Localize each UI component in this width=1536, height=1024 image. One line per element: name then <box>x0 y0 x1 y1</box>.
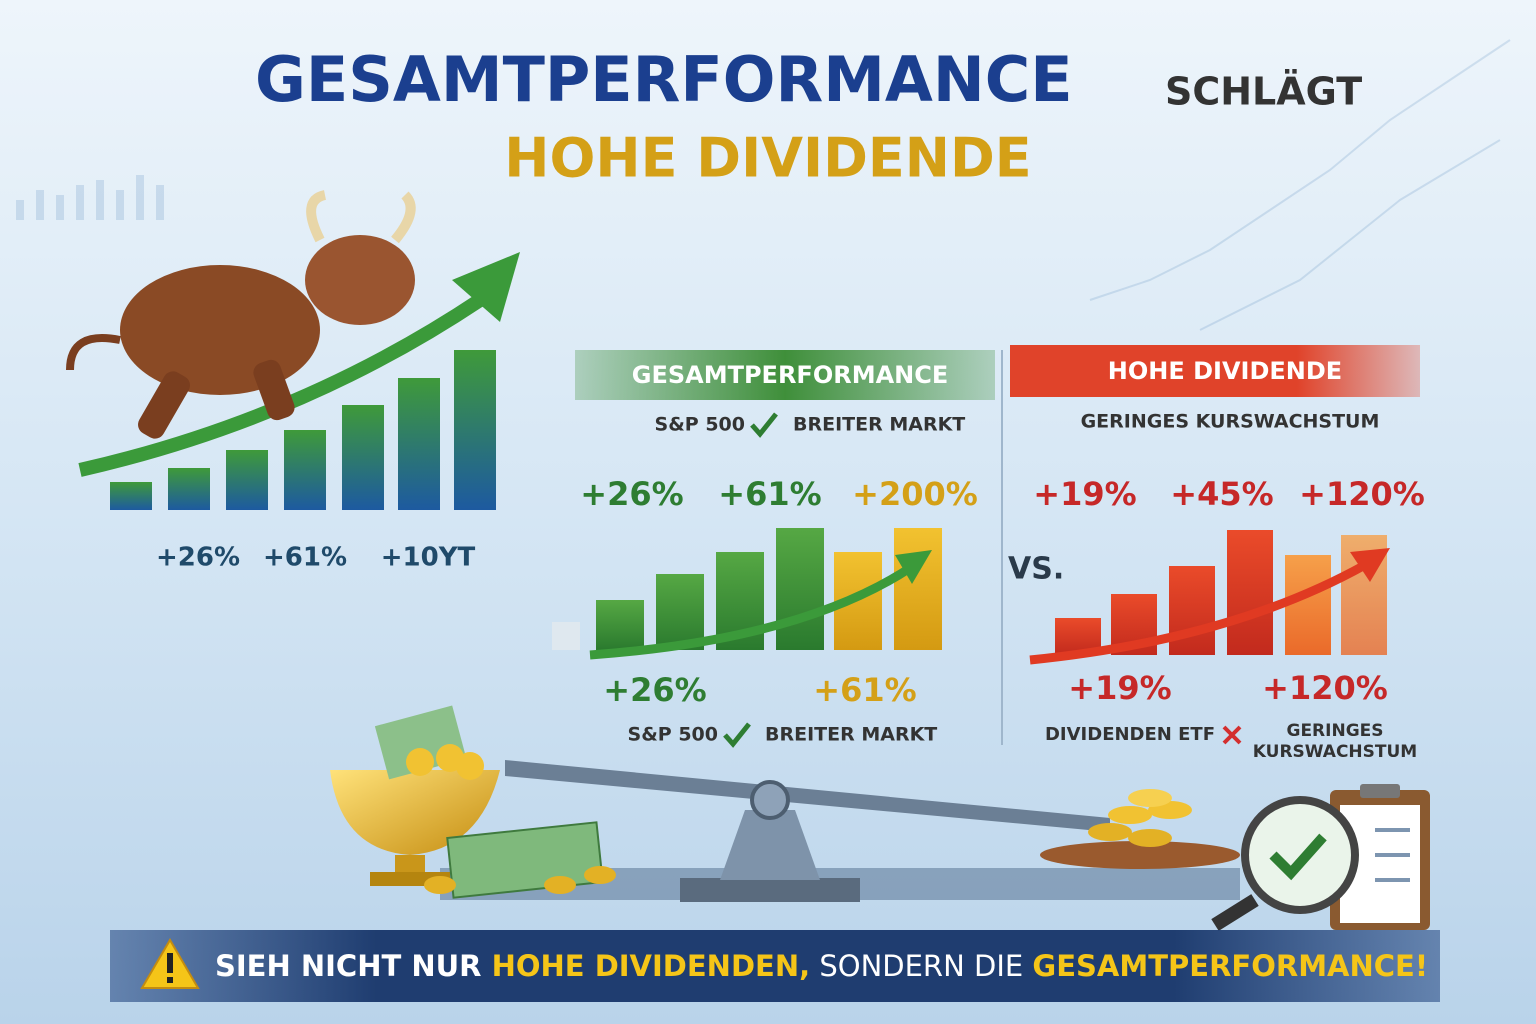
footer-banner <box>110 930 1440 1002</box>
x-icon <box>1222 725 1242 745</box>
warning-icon-mark <box>167 977 173 983</box>
coin-stack <box>1040 789 1240 869</box>
left-label: +26% <box>156 543 240 573</box>
panel-bars <box>552 528 942 650</box>
panel-caption: DIVIDENDEN ETF <box>1045 724 1215 745</box>
background-candles <box>16 39 1511 331</box>
versus: VS. <box>1008 552 1064 587</box>
panel-sub: GERINGES KURSWACHSTUM <box>1081 411 1380 433</box>
warning-icon-mark <box>167 953 173 973</box>
panel-value: +26% <box>580 475 683 513</box>
panel-arrow-head <box>895 550 932 584</box>
panel-value: +61% <box>813 671 916 709</box>
panel-value: +120% <box>1299 475 1425 513</box>
money-pile <box>424 821 616 899</box>
panel-caption: KURSWACHSTUM <box>1253 742 1417 762</box>
scale-base <box>680 878 860 902</box>
scale-pivot <box>750 780 790 820</box>
scale-stand <box>720 810 820 880</box>
bull <box>66 190 416 439</box>
left-label: +10YT <box>381 543 476 573</box>
magnifier <box>1211 796 1359 931</box>
panel-heading-bg <box>575 350 995 400</box>
growth-arrow-head <box>452 252 520 322</box>
panel-value: +120% <box>1262 669 1388 707</box>
title: GESAMTPERFORMANCE <box>255 43 1073 116</box>
footer-part: GESAMTPERFORMANCE! <box>1032 949 1428 983</box>
panel-arrow-head <box>1350 548 1390 582</box>
panel-value: +19% <box>1068 669 1171 707</box>
panel-caption: S&P 500 <box>628 724 718 746</box>
panel-value: +200% <box>852 475 978 513</box>
check-icon <box>723 722 751 748</box>
panel-value: +26% <box>603 671 706 709</box>
clipboard <box>1330 784 1430 930</box>
panel-sub: BREITER MARKT <box>793 414 965 436</box>
left-bars <box>110 350 496 510</box>
panel-arrow <box>1029 561 1368 665</box>
panel-value: +19% <box>1033 475 1136 513</box>
footer-text: SIEH NICHT NUR HOHE DIVIDENDEN, SONDERN … <box>215 949 1428 983</box>
left-label: +61% <box>263 543 347 573</box>
footer-part: SIEH NICHT NUR <box>215 949 492 983</box>
panel-sub: S&P 500 <box>655 414 745 436</box>
title-suffix: SCHLÄGT <box>1165 70 1362 114</box>
panel-caption: GERINGES <box>1286 721 1383 741</box>
panel-caption: BREITER MARKT <box>765 724 937 746</box>
scale-beam <box>505 760 1110 832</box>
panel-value: +45% <box>1170 475 1273 513</box>
footer-part: HOHE DIVIDENDEN, <box>492 949 811 983</box>
trophy <box>330 705 500 886</box>
panel-arrow <box>589 564 913 660</box>
footer-part: SONDERN DIE <box>810 949 1032 983</box>
panel-heading: HOHE DIVIDENDE <box>1108 357 1342 385</box>
check-icon <box>750 412 778 438</box>
subtitle: HOHE DIVIDENDE <box>504 127 1031 190</box>
panel-heading-bg <box>1010 345 1420 397</box>
panel-heading: GESAMTPERFORMANCE <box>632 361 949 389</box>
panel-value: +61% <box>718 475 821 513</box>
